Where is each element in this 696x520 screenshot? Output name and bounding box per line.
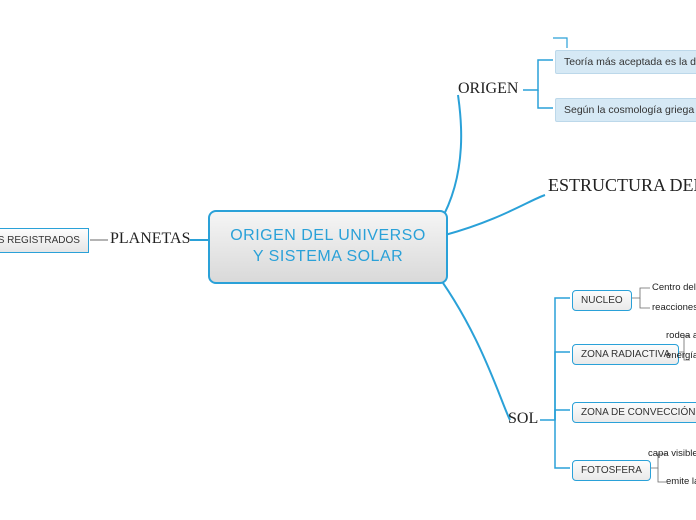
radiactiva-leaf-0: rodea al: [666, 330, 696, 341]
central-node[interactable]: ORIGEN DEL UNIVERSO Y SISTEMA SOLAR: [208, 210, 448, 284]
node-origen[interactable]: ORIGEN: [458, 80, 518, 98]
nucleo-leaf-0: Centro del sol: [652, 282, 696, 293]
radiactiva-leaf-1: energía de radia: [666, 350, 696, 361]
node-estructura[interactable]: ESTRUCTURA DEL UNIVERSO: [548, 175, 696, 197]
fotosfera-leaf-0: capa visible del s: [648, 448, 696, 459]
origen-info-1: Según la cosmología griega: [555, 98, 696, 122]
node-planetas-registrados[interactable]: ETAS REGISTRADOS: [0, 228, 89, 253]
sol-nucleo[interactable]: NUCLEO: [572, 290, 632, 311]
sol-zona-conveccion[interactable]: ZONA DE CONVECCIÓN: [572, 402, 696, 423]
nucleo-leaf-1: reacciones nucleares: [652, 302, 696, 313]
node-sol[interactable]: SOL: [508, 410, 538, 428]
fotosfera-leaf-1: emite la mayor p: [666, 476, 696, 487]
sol-fotosfera[interactable]: FOTOSFERA: [572, 460, 651, 481]
node-planetas[interactable]: PLANETAS: [110, 230, 191, 248]
sol-zona-radiactiva[interactable]: ZONA RADIACTIVA: [572, 344, 679, 365]
origen-info-0: Teoría más aceptada es la de: [555, 50, 696, 74]
